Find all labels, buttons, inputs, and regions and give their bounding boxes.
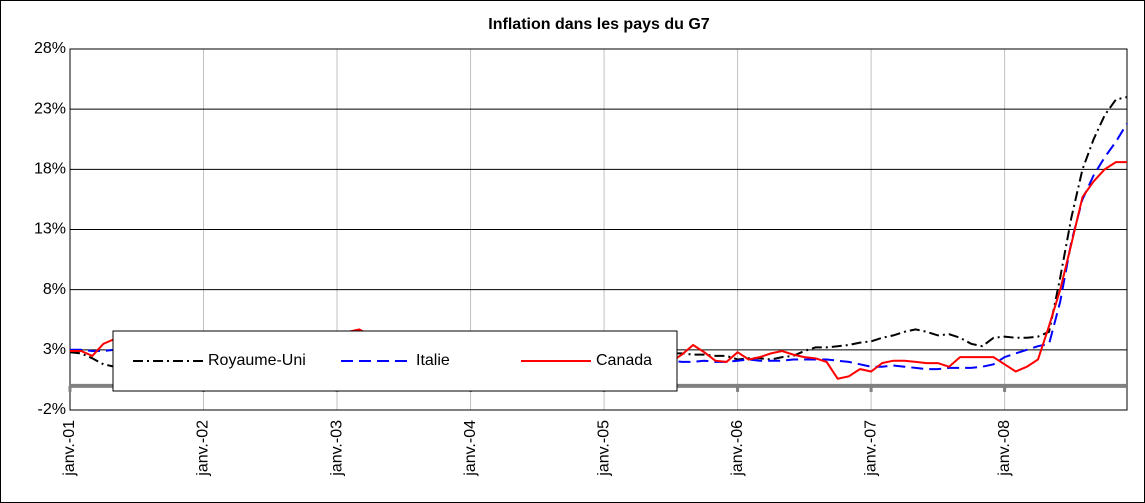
legend-label: Canada (596, 352, 652, 369)
y-tick-label: 18% (34, 161, 66, 178)
y-tick-label: 8% (43, 281, 66, 298)
y-tick-label: 13% (34, 221, 66, 238)
x-tick-label: janv.-01 (61, 420, 78, 477)
chart-title: Inflation dans les pays du G7 (488, 16, 709, 33)
x-tick-label: janv.-07 (862, 420, 879, 477)
x-tick-label: janv.-02 (195, 420, 212, 477)
x-tick-label: janv.-06 (729, 420, 746, 477)
x-tick-label: janv.-03 (328, 420, 345, 477)
y-tick-label: 23% (34, 100, 66, 117)
x-tick-label: janv.-04 (462, 420, 479, 477)
x-tick-label: janv.-05 (595, 420, 612, 477)
x-tick-label: janv.-08 (996, 420, 1013, 477)
y-tick-label: -2% (38, 401, 66, 418)
legend-label: Italie (416, 352, 450, 369)
y-tick-label: 28% (34, 40, 66, 57)
legend-label: Royaume-Uni (208, 352, 306, 369)
y-tick-label: 3% (43, 341, 66, 358)
